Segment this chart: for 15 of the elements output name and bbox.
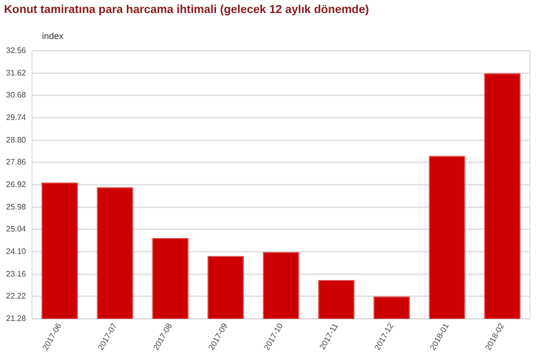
y-tick-label: 29.74 — [6, 112, 27, 122]
y-tick-label: 25.04 — [6, 224, 27, 234]
y-tick-label: 30.68 — [6, 90, 27, 100]
y-tick-label: 32.56 — [6, 46, 27, 56]
y-tick-label: 26.92 — [6, 180, 27, 189]
y-tick-label: 22.22 — [6, 292, 27, 301]
chart-title: Konut tamiratına para harcama ihtimali (gelecek 12 aylık dönemde) — [4, 4, 369, 16]
y-tick-label: 31.62 — [6, 68, 27, 78]
y-tick-label: 21.28 — [6, 314, 27, 323]
y-tick-label: 27.86 — [6, 158, 27, 167]
y-tick-label: 23.16 — [6, 269, 27, 278]
y-tick-label: 25.98 — [6, 202, 27, 212]
y-tick-label: 24.10 — [6, 246, 27, 256]
y-tick-label: 28.80 — [6, 135, 27, 144]
y-axis-title: index — [42, 31, 64, 41]
